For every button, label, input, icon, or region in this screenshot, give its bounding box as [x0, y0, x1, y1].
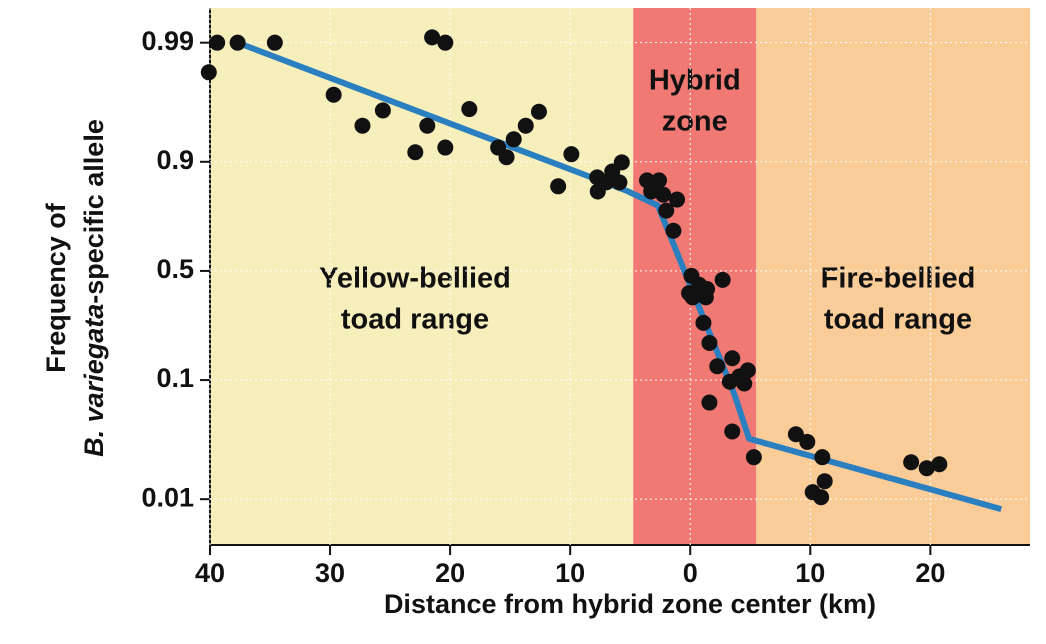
point [931, 456, 948, 473]
x-axis-label: Distance from hybrid zone center (km) [384, 589, 876, 619]
point [374, 102, 391, 119]
region-label: Yellow-bellied [319, 263, 511, 295]
point [200, 64, 217, 81]
point [407, 144, 424, 161]
region-label: Hybrid [649, 65, 741, 97]
point [461, 101, 478, 118]
point [655, 186, 672, 203]
region-label: toad range [824, 304, 972, 336]
point [814, 449, 831, 466]
point [736, 375, 753, 392]
point [816, 473, 833, 490]
y-tick-label: 0.01 [141, 482, 194, 512]
y-axis-label-rest: -specific allele [79, 119, 109, 304]
point [530, 103, 547, 120]
point [611, 174, 628, 191]
point [724, 350, 741, 367]
x-tick-label: 20 [915, 558, 945, 588]
x-tick-label: 0 [683, 558, 698, 588]
point [498, 149, 515, 166]
point [613, 154, 630, 171]
point [517, 117, 534, 134]
point [724, 423, 741, 440]
point [424, 29, 441, 46]
y-axis-label: B. variegata-specific allele [79, 119, 109, 457]
point [787, 426, 804, 443]
x-tick-label: 30 [315, 558, 345, 588]
point [918, 460, 935, 477]
region-label: zone [662, 106, 728, 138]
point [903, 454, 920, 471]
point [799, 433, 816, 450]
region [210, 8, 634, 545]
point [695, 314, 712, 331]
point [651, 172, 668, 189]
y-axis-label: Frequency of [41, 202, 71, 373]
point [325, 86, 342, 103]
x-tick-label: 10 [555, 558, 585, 588]
point [550, 178, 567, 195]
point [266, 34, 283, 51]
point [437, 139, 454, 156]
x-tick-label: 20 [435, 558, 465, 588]
region-label: toad range [341, 304, 489, 336]
point [419, 117, 436, 134]
x-tick-label: 40 [195, 558, 225, 588]
y-tick-label: 0.99 [141, 26, 194, 56]
point [701, 334, 718, 351]
x-tick-label: 10 [795, 558, 825, 588]
point [209, 34, 226, 51]
point [665, 222, 682, 239]
point [437, 34, 454, 51]
point [669, 191, 686, 208]
point [745, 449, 762, 466]
point [714, 271, 731, 288]
point [709, 358, 726, 375]
point [643, 183, 660, 200]
point [701, 394, 718, 411]
point [563, 146, 580, 163]
point [354, 117, 371, 134]
point [229, 34, 246, 51]
y-tick-label: 0.5 [156, 254, 194, 284]
point [684, 289, 701, 306]
point [699, 281, 716, 298]
point [813, 489, 830, 506]
y-tick-label: 0.9 [156, 145, 194, 175]
point [658, 202, 675, 219]
y-axis-label-italic: B. variegata [79, 304, 109, 457]
region-label: Fire-bellied [821, 263, 976, 295]
y-tick-label: 0.1 [156, 363, 194, 393]
point [505, 131, 522, 148]
point [739, 362, 756, 379]
